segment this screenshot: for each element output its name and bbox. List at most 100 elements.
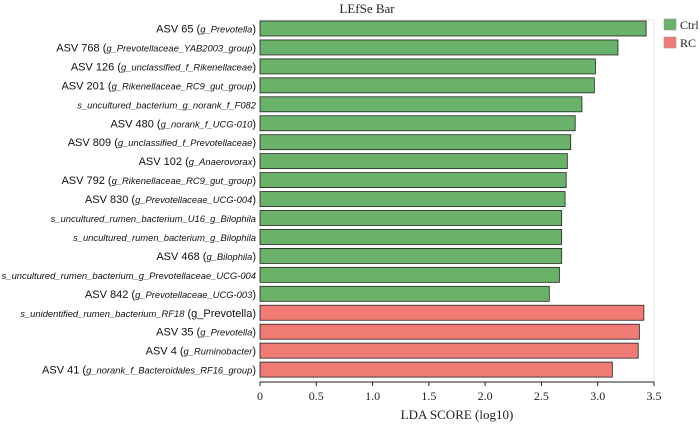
- category-label-18-suffix: ): [252, 346, 256, 358]
- bar-16: [259, 304, 645, 321]
- category-label-4: ASV 201 (g_Rikenellaceae_RC9_gut_group): [61, 80, 256, 92]
- category-label-4-prefix: ASV 201 (: [61, 80, 111, 92]
- category-label-13: ASV 468 (g_Bilophila): [156, 251, 256, 263]
- category-label-6: ASV 480 (g_norank_f_UCG-010): [110, 118, 256, 130]
- category-labels: ASV 65 (g_Prevotella)ASV 768 (g_Prevotel…: [2, 24, 257, 377]
- category-label-2-suffix: ): [252, 42, 256, 54]
- bar-19: [259, 361, 613, 378]
- category-label-9-suffix: ): [252, 175, 256, 187]
- category-label-8-suffix: ): [252, 156, 256, 168]
- bar-6: [259, 115, 576, 132]
- category-label-14-ital: s_uncultured_rumen_bacterium_g_Prevotell…: [2, 270, 256, 281]
- category-label-18-ital: g_Ruminobacter: [184, 346, 254, 357]
- bar-7: [259, 134, 572, 151]
- bar-1: [259, 20, 647, 37]
- x-tick-label-6: 3.0: [590, 389, 605, 403]
- x-axis-title: LDA SCORE (log10): [401, 407, 514, 422]
- category-label-13-ital: g_Bilophila: [206, 251, 252, 262]
- category-label-1-prefix: ASV 65 (: [156, 24, 200, 36]
- x-tick-label-3: 1.5: [421, 389, 436, 403]
- legend-label-rc: RC: [680, 36, 696, 50]
- bar-13: [259, 247, 563, 264]
- bar-5: [259, 96, 583, 113]
- category-label-8: ASV 102 (g_Anaerovorax): [139, 156, 256, 168]
- category-label-10-prefix: ASV 830 (: [85, 194, 135, 206]
- legend-swatch-rc: [663, 36, 677, 49]
- category-label-13-suffix: ): [252, 251, 256, 263]
- bar-11: [259, 210, 563, 226]
- category-label-3-prefix: ASV 126 (: [71, 61, 121, 73]
- category-label-17-suffix: ): [252, 327, 256, 339]
- bar-4: [259, 77, 595, 94]
- category-label-5-ital: s_uncultured_bacterium_g_norank_f_F082: [77, 99, 257, 110]
- x-tick-label-4: 2.0: [478, 389, 493, 403]
- category-label-8-ital: g_Anaerovorax: [189, 156, 253, 167]
- category-label-6-ital: g_norank_f_UCG-010: [161, 118, 254, 129]
- category-label-18-prefix: ASV 4 (: [146, 346, 184, 358]
- bar-18: [259, 342, 639, 359]
- category-label-5: s_uncultured_bacterium_g_norank_f_F082: [77, 99, 257, 110]
- category-label-15-ital: g_Prevotellaceae_UCG-003: [135, 289, 253, 300]
- bar-14: [259, 266, 560, 283]
- category-label-6-suffix: ): [252, 118, 256, 130]
- category-label-2-prefix: ASV 768 (: [56, 42, 106, 54]
- category-label-1-ital: g_Prevotella: [200, 24, 252, 35]
- x-tick-label-7: 3.5: [647, 389, 662, 403]
- category-label-15-suffix: ): [252, 289, 256, 301]
- bar-15: [259, 285, 550, 302]
- bar-2: [259, 39, 619, 56]
- legend: Ctrl RC: [663, 18, 699, 50]
- category-label-12-ital: s_uncultured_rumen_bacterium_g_Bilophila: [73, 232, 256, 243]
- x-tick-label-5: 2.5: [534, 389, 549, 403]
- legend-label-ctrl: Ctrl: [680, 18, 699, 32]
- category-label-7-suffix: ): [252, 137, 256, 149]
- category-label-10: ASV 830 (g_Prevotellaceae_UCG-004): [85, 194, 256, 206]
- category-label-8-prefix: ASV 102 (: [139, 156, 189, 168]
- category-label-15-prefix: ASV 842 (: [85, 289, 135, 301]
- category-label-7-ital: g_unclassified_f_Prevotellaceae: [118, 137, 252, 148]
- category-label-16-suffix: (g_Prevotella): [184, 308, 256, 320]
- bar-10: [259, 191, 566, 207]
- category-label-9-ital: g_Rikenellaceae_RC9_gut_group: [112, 175, 253, 186]
- bars-layer: [259, 19, 655, 383]
- category-label-6-prefix: ASV 480 (: [110, 118, 160, 130]
- category-label-19-ital: g_norank_f_Bacteroidales_RF16_group: [86, 365, 252, 376]
- category-label-15: ASV 842 (g_Prevotellaceae_UCG-003): [85, 289, 256, 301]
- bar-17: [259, 323, 640, 340]
- category-label-11-ital: s_uncultured_rumen_bacterium_U16_g_Bilop…: [51, 213, 256, 224]
- category-label-1: ASV 65 (g_Prevotella): [156, 24, 256, 36]
- x-tick-label-0: 0: [257, 389, 263, 403]
- category-label-17: ASV 35 (g_Prevotella): [156, 327, 256, 339]
- bar-9: [259, 172, 567, 189]
- category-label-4-suffix: ): [252, 80, 256, 92]
- legend-swatch-ctrl: [663, 18, 677, 31]
- category-label-13-prefix: ASV 468 (: [156, 251, 206, 263]
- bar-8: [259, 153, 568, 170]
- category-label-7: ASV 809 (g_unclassified_f_Prevotellaceae…: [68, 137, 256, 149]
- category-label-2: ASV 768 (g_Prevotellaceae_YAB2003_group): [56, 42, 256, 54]
- category-label-10-ital: g_Prevotellaceae_UCG-004: [135, 194, 252, 205]
- bar-3: [259, 58, 596, 75]
- category-label-3: ASV 126 (g_unclassified_f_Rikenellaceae): [71, 61, 256, 73]
- category-label-9: ASV 792 (g_Rikenellaceae_RC9_gut_group): [61, 175, 256, 187]
- category-label-4-ital: g_Rikenellaceae_RC9_gut_group: [112, 80, 253, 91]
- category-label-7-prefix: ASV 809 (: [68, 137, 118, 149]
- category-label-18: ASV 4 (g_Ruminobacter): [146, 346, 256, 358]
- category-label-3-suffix: ): [252, 61, 256, 73]
- category-label-17-prefix: ASV 35 (: [156, 327, 200, 339]
- bar-12: [259, 229, 563, 245]
- category-label-16-ital: s_unidentified_rumen_bacterium_RF18: [20, 308, 185, 319]
- category-label-16: s_unidentified_rumen_bacterium_RF18 (g_P…: [20, 308, 256, 320]
- category-label-9-prefix: ASV 792 (: [61, 175, 111, 187]
- chart-title: LEfSe Bar: [339, 1, 395, 16]
- x-axis: 0 0.5 1.0 1.5 2.0 2.5 3.0 3.5: [257, 381, 662, 403]
- category-label-10-suffix: ): [252, 194, 256, 206]
- category-label-3-ital: g_unclassified_f_Rikenellaceae: [121, 61, 252, 72]
- x-tick-label-1: 0.5: [309, 389, 324, 403]
- category-label-12: s_uncultured_rumen_bacterium_g_Bilophila: [73, 232, 256, 243]
- category-label-17-ital: g_Prevotella: [200, 327, 252, 338]
- category-label-19-suffix: ): [252, 365, 256, 377]
- category-label-11: s_uncultured_rumen_bacterium_U16_g_Bilop…: [51, 213, 256, 224]
